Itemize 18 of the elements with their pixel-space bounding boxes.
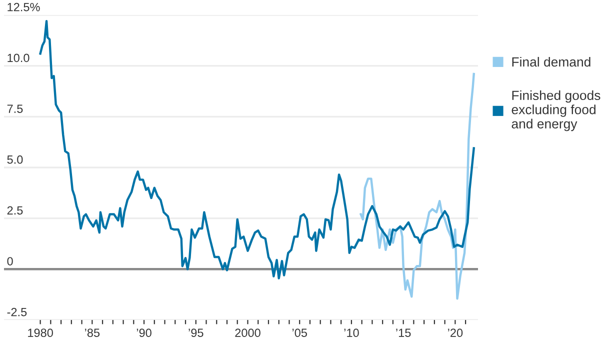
x-tick-label: 2000: [235, 328, 260, 338]
x-tick-label: ’90: [136, 328, 152, 338]
y-tick-label: 5.0: [7, 155, 23, 164]
x-tick-label: ’95: [188, 328, 204, 338]
x-tick-label: ’15: [396, 328, 411, 338]
x-tick-label: ’85: [85, 328, 100, 338]
y-tick-label: -2.5: [7, 308, 27, 316]
y-tick-label: 7.5: [7, 104, 23, 113]
y-tick-label: 0: [7, 257, 13, 266]
y-tick-label: 2.5: [7, 206, 23, 215]
y-tick-label: 12.5%: [8, 2, 40, 12]
x-tick-label: ’05: [292, 328, 307, 338]
legend-label: Finished goods excluding food and energy: [512, 90, 600, 132]
x-tick-label: ’10: [344, 328, 359, 338]
y-tick-label: 10.0: [8, 54, 30, 62]
x-tick-label: ’20: [448, 328, 463, 338]
legend-label: Final demand: [512, 56, 590, 67]
x-tick-label: 1980: [28, 328, 53, 338]
